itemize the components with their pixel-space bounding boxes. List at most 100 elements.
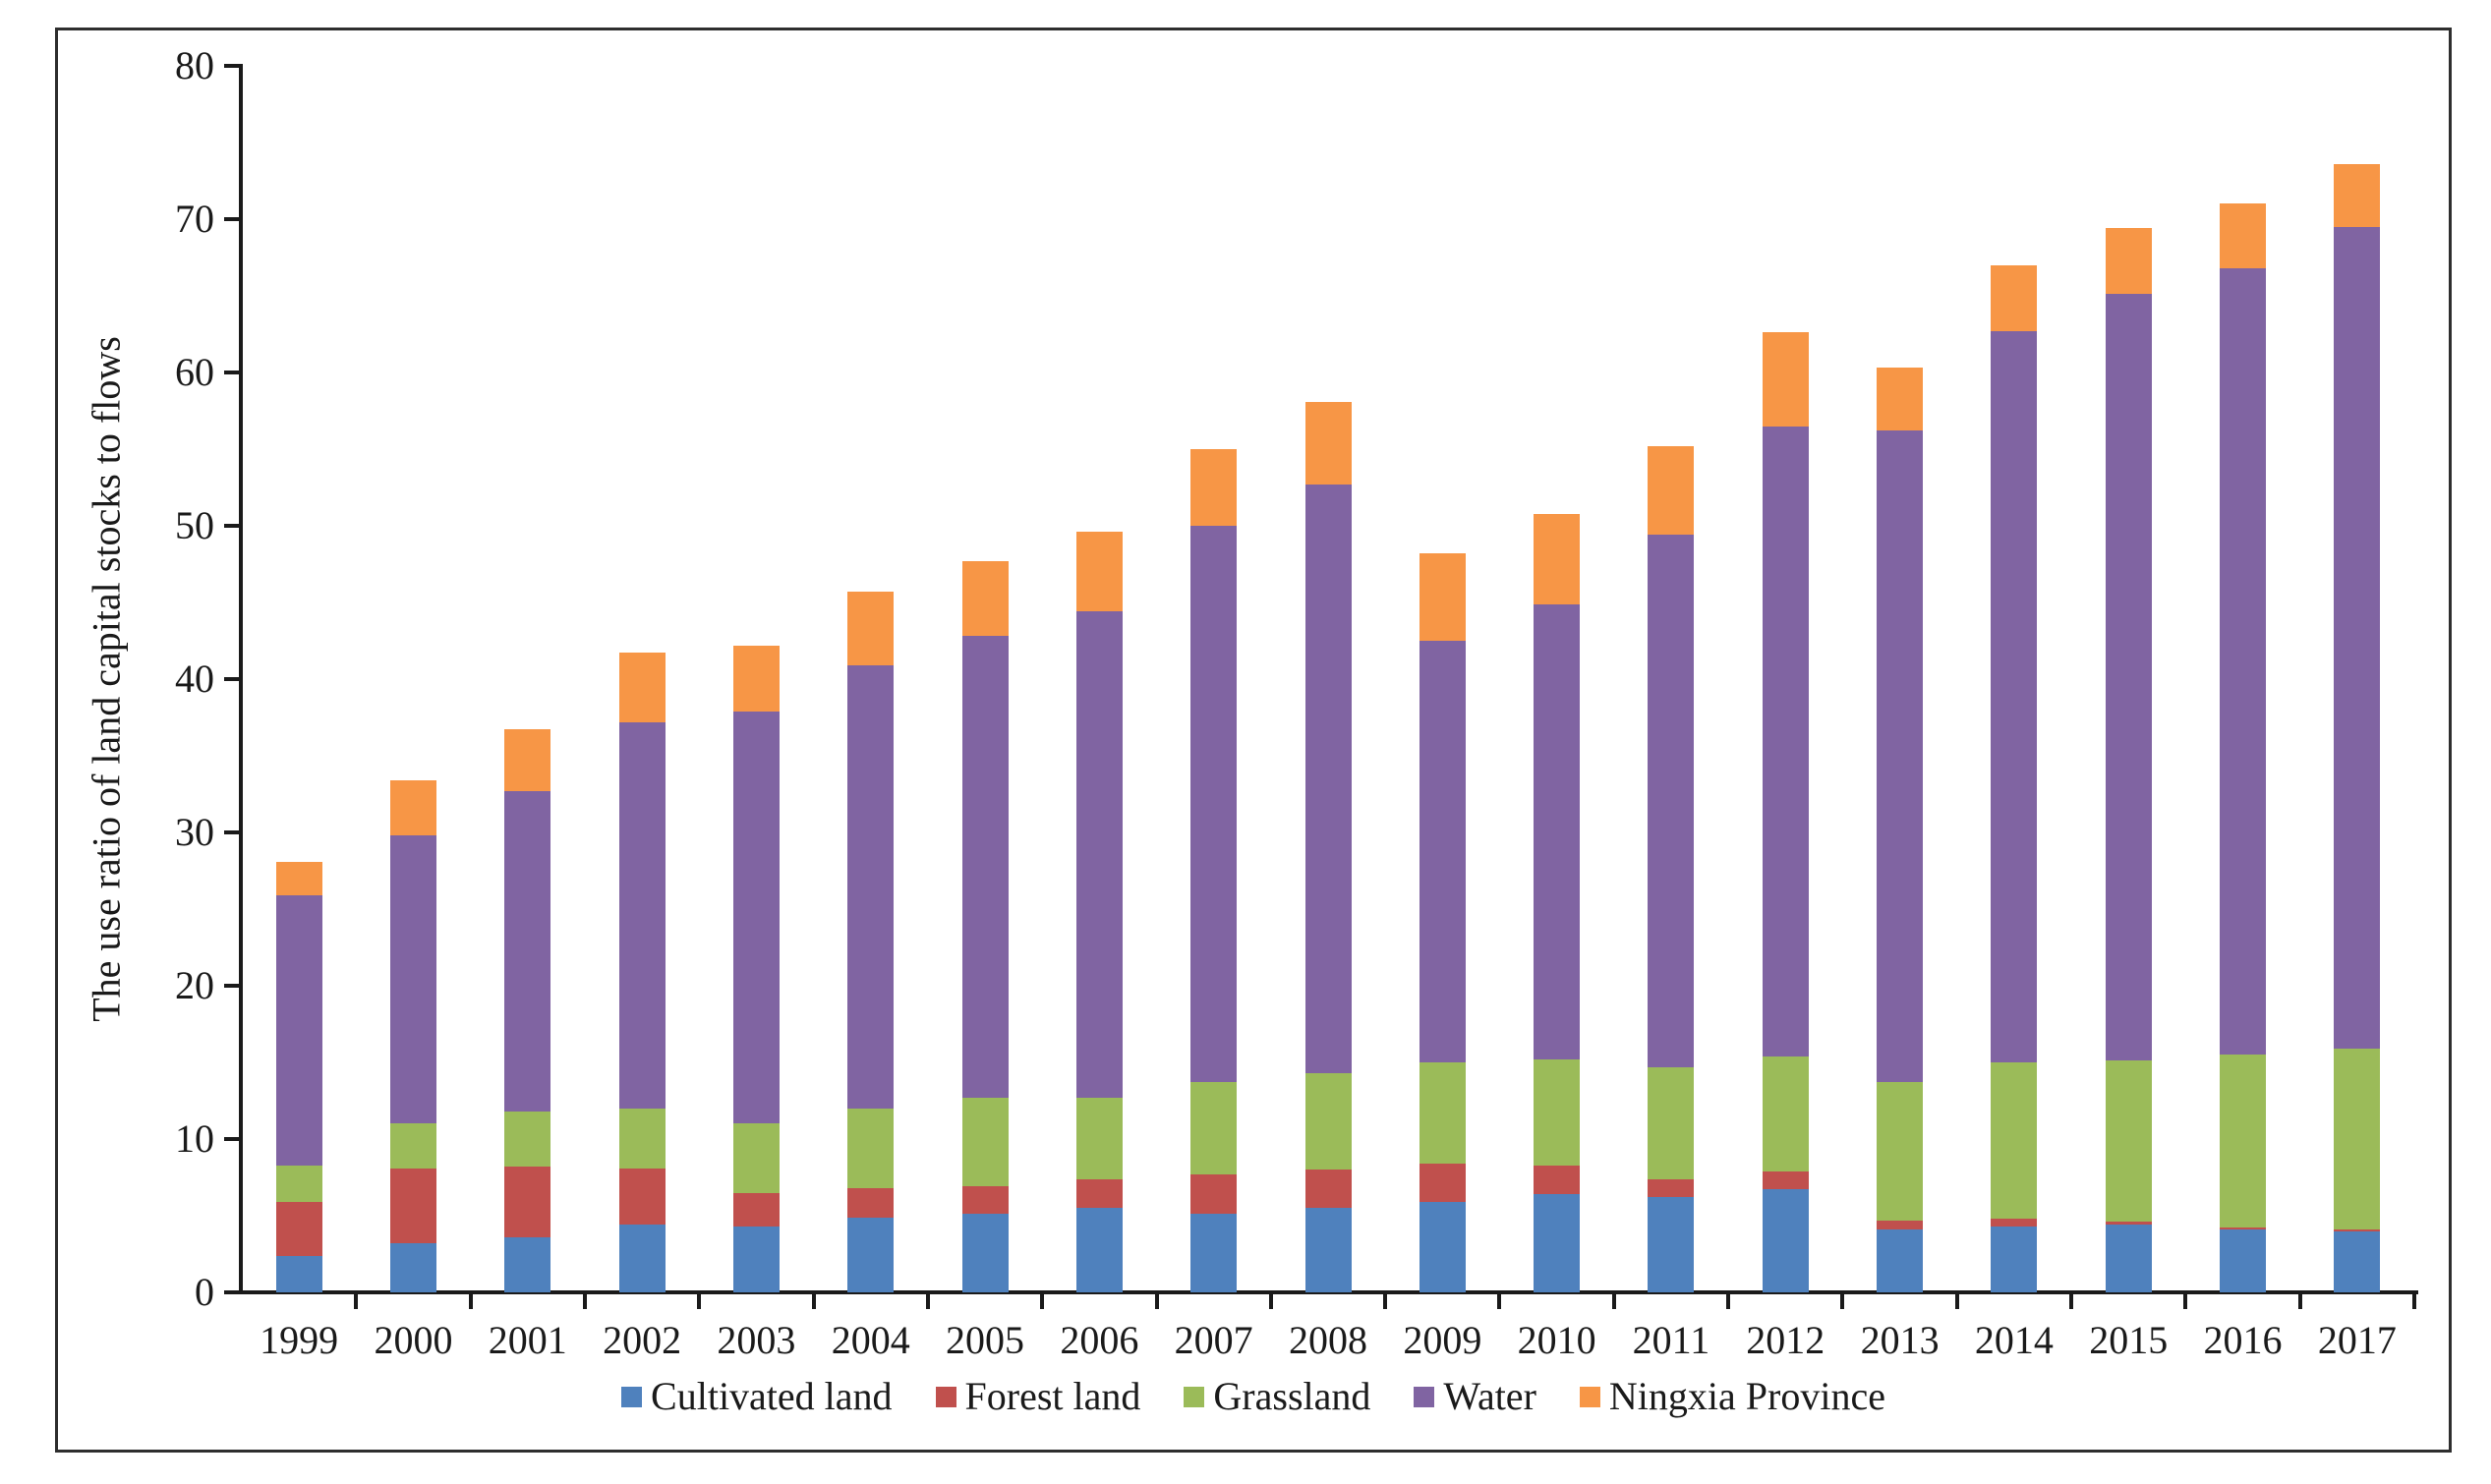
bar-segment bbox=[1648, 1066, 1695, 1179]
x-axis-label: 2009 bbox=[1403, 1318, 1482, 1362]
legend-label: Ningxia Province bbox=[1608, 1374, 1885, 1418]
y-tick bbox=[224, 64, 239, 68]
bar-segment bbox=[618, 1168, 666, 1226]
bar-2013 bbox=[1877, 368, 1924, 1292]
bar-segment bbox=[2220, 203, 2267, 268]
x-axis-label: 2006 bbox=[1060, 1318, 1139, 1362]
bar-segment bbox=[1075, 1097, 1123, 1179]
bar-segment bbox=[961, 636, 1009, 1098]
bar-segment bbox=[504, 790, 551, 1112]
bar-segment bbox=[1762, 1189, 1809, 1292]
y-tick-label: 80 bbox=[175, 43, 214, 87]
bar-segment bbox=[1991, 1219, 2038, 1227]
x-axis-label: 2014 bbox=[1974, 1318, 2054, 1362]
bar-segment bbox=[961, 1097, 1009, 1187]
legend-swatch-icon bbox=[1184, 1386, 1205, 1407]
y-tick-label: 50 bbox=[175, 503, 214, 547]
bar-segment bbox=[1304, 1208, 1352, 1292]
bar-segment bbox=[1075, 1208, 1123, 1292]
bar-segment bbox=[2334, 163, 2381, 227]
bar-segment bbox=[389, 779, 436, 836]
bar-segment bbox=[2220, 1229, 2267, 1292]
x-axis-label: 2007 bbox=[1174, 1318, 1253, 1362]
bar-2010 bbox=[1534, 513, 1581, 1292]
y-tick bbox=[224, 830, 239, 834]
x-tick bbox=[1840, 1294, 1845, 1309]
bar-2006 bbox=[1075, 532, 1123, 1292]
y-tick-label: 40 bbox=[175, 656, 214, 701]
bar-segment bbox=[1190, 449, 1238, 526]
x-tick bbox=[2183, 1294, 2188, 1309]
y-tick-label: 0 bbox=[195, 1270, 214, 1314]
bar-segment bbox=[504, 1111, 551, 1168]
y-tick-label: 70 bbox=[175, 197, 214, 241]
bar-segment bbox=[961, 1186, 1009, 1215]
bar-segment bbox=[275, 1165, 322, 1202]
bar-segment bbox=[2105, 1225, 2152, 1292]
x-tick bbox=[468, 1294, 473, 1309]
x-axis-label: 2013 bbox=[1860, 1318, 1940, 1362]
bar-segment bbox=[2334, 1229, 2381, 1231]
x-tick bbox=[1611, 1294, 1616, 1309]
bar-segment bbox=[2105, 1060, 2152, 1223]
x-tick bbox=[2297, 1294, 2302, 1309]
y-tick-label: 60 bbox=[175, 350, 214, 394]
legend-item: Cultivated land bbox=[621, 1374, 893, 1419]
y-tick bbox=[224, 1137, 239, 1141]
y-tick bbox=[224, 217, 239, 221]
x-tick bbox=[1383, 1294, 1388, 1309]
bar-2002 bbox=[618, 653, 666, 1292]
bar-segment bbox=[1762, 332, 1809, 427]
legend-label: Water bbox=[1443, 1374, 1536, 1418]
legend-label: Grassland bbox=[1213, 1374, 1371, 1418]
x-tick bbox=[1497, 1294, 1502, 1309]
bar-segment bbox=[504, 1236, 551, 1292]
legend-item: Ningxia Province bbox=[1579, 1374, 1885, 1419]
y-tick bbox=[224, 371, 239, 374]
bar-segment bbox=[2220, 1227, 2267, 1230]
bar-segment bbox=[1190, 526, 1238, 1083]
bar-segment bbox=[275, 1201, 322, 1256]
y-tick bbox=[224, 984, 239, 988]
x-axis-label: 2008 bbox=[1288, 1318, 1367, 1362]
y-axis-line bbox=[239, 64, 243, 1294]
bar-segment bbox=[2334, 226, 2381, 1049]
bar-2005 bbox=[961, 560, 1009, 1292]
y-tick bbox=[224, 524, 239, 528]
x-axis-label: 2010 bbox=[1517, 1318, 1596, 1362]
x-axis-label: 2016 bbox=[2203, 1318, 2283, 1362]
bar-segment bbox=[1762, 1056, 1809, 1171]
x-tick bbox=[582, 1294, 587, 1309]
bar-segment bbox=[1075, 611, 1123, 1098]
x-axis-label: 2004 bbox=[831, 1318, 910, 1362]
bar-segment bbox=[2334, 1230, 2381, 1292]
x-tick bbox=[1726, 1294, 1731, 1309]
x-tick bbox=[2069, 1294, 2074, 1309]
bar-segment bbox=[275, 861, 322, 895]
bar-segment bbox=[618, 653, 666, 722]
bar-segment bbox=[1534, 603, 1581, 1059]
bar-segment bbox=[1304, 484, 1352, 1073]
bar-segment bbox=[732, 1192, 780, 1227]
x-axis-label: 2012 bbox=[1746, 1318, 1825, 1362]
bar-2004 bbox=[847, 592, 895, 1292]
x-axis-label: 2005 bbox=[946, 1318, 1025, 1362]
bar-segment bbox=[1419, 1201, 1466, 1292]
bar-segment bbox=[1877, 368, 1924, 431]
legend-item: Forest land bbox=[935, 1374, 1140, 1419]
y-tick bbox=[224, 1290, 239, 1294]
bar-segment bbox=[1190, 1082, 1238, 1174]
bar-segment bbox=[1648, 445, 1695, 536]
x-tick bbox=[354, 1294, 359, 1309]
bar-segment bbox=[2334, 1048, 2381, 1230]
bar-1999 bbox=[275, 861, 322, 1292]
bar-segment bbox=[1419, 1062, 1466, 1164]
bar-segment bbox=[1877, 1082, 1924, 1221]
bar-segment bbox=[1877, 1220, 1924, 1230]
bar-2000 bbox=[389, 779, 436, 1292]
bar-segment bbox=[1190, 1214, 1238, 1292]
bar-2017 bbox=[2334, 163, 2381, 1292]
bar-segment bbox=[732, 1226, 780, 1292]
bar-segment bbox=[1190, 1173, 1238, 1215]
x-axis-label: 2002 bbox=[603, 1318, 682, 1362]
